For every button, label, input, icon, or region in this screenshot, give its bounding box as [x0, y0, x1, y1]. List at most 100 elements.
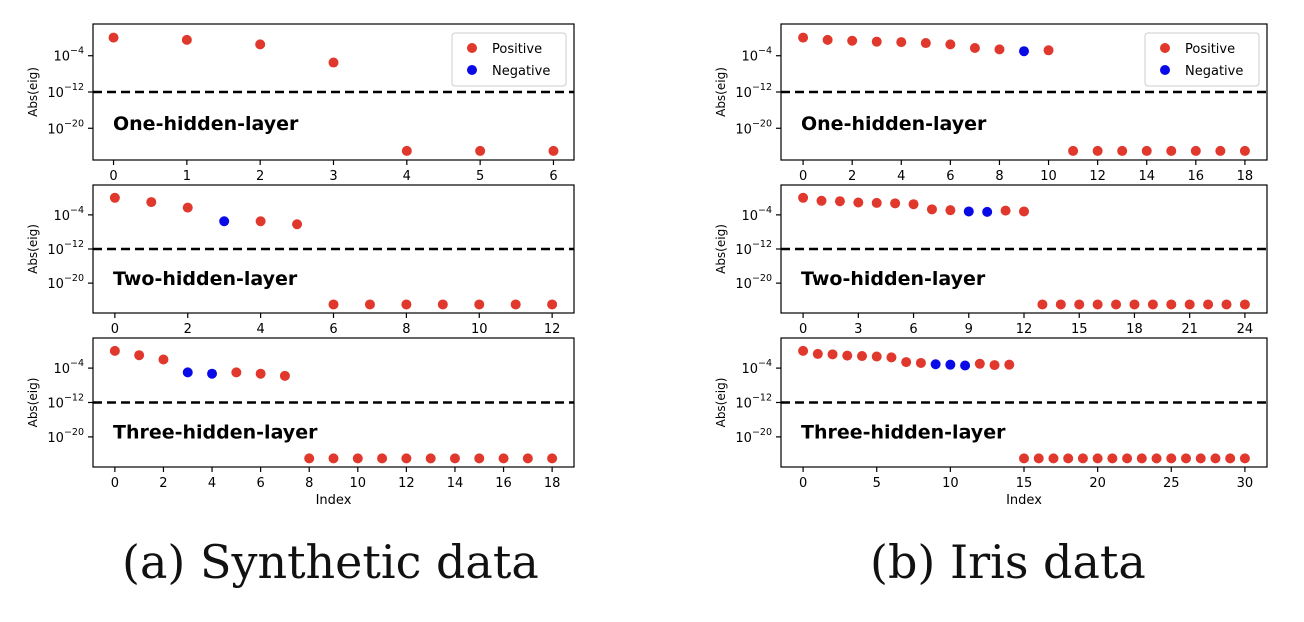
x-tick-label: 6	[329, 322, 337, 337]
point-positive-26	[1181, 453, 1191, 464]
legend-marker-positive	[467, 43, 477, 53]
point-positive-0	[109, 192, 120, 203]
x-tick-label: 5	[476, 169, 484, 184]
y-tick-label: 10−4	[741, 205, 772, 224]
y-tick-label: 10−4	[53, 205, 84, 224]
point-positive-4	[871, 197, 882, 208]
x-tick-label: 2	[256, 169, 264, 184]
point-positive-7	[969, 43, 980, 54]
point-positive-20	[1166, 299, 1177, 310]
point-positive-11	[377, 453, 388, 464]
x-tick-label: 0	[109, 169, 117, 184]
point-positive-9	[328, 453, 339, 464]
point-negative-10	[945, 359, 956, 370]
y-tick-label: 10−12	[47, 239, 84, 258]
point-positive-16	[1092, 299, 1103, 310]
point-positive-15	[1166, 145, 1177, 156]
point-positive-11	[510, 299, 521, 310]
subplot-title: One-hidden-layer	[113, 113, 299, 135]
point-positive-5	[231, 367, 242, 378]
subplot-b-1: 0 2 4 6 8 10 12 14 16 18 10−4 10−12 10−20 Abs(eig) One…	[714, 23, 1268, 184]
x-tick-label: 2	[848, 169, 856, 184]
x-tick-label: 3	[329, 169, 337, 184]
caption-synthetic: (a) Synthetic data	[122, 535, 539, 589]
point-positive-5	[890, 198, 901, 209]
point-positive-10	[352, 453, 363, 464]
x-tick-label: 24	[1237, 322, 1254, 337]
legend-label-positive: Positive	[1185, 42, 1235, 57]
point-positive-0	[798, 192, 809, 203]
subplot-title: Three-hidden-layer	[801, 422, 1006, 444]
point-positive-1	[822, 34, 833, 45]
subplot-title: Three-hidden-layer	[113, 422, 318, 444]
point-positive-0	[798, 345, 809, 356]
y-tick-label: 10−4	[53, 46, 84, 65]
x-tick-label: 12	[1016, 322, 1033, 337]
point-positive-5	[871, 351, 882, 362]
point-negative-9	[963, 206, 974, 217]
point-positive-0	[108, 32, 119, 43]
point-positive-13	[1117, 145, 1128, 156]
point-positive-15	[1074, 299, 1085, 310]
point-positive-2	[834, 196, 845, 207]
point-positive-0	[109, 345, 120, 356]
point-positive-30	[1239, 453, 1250, 464]
x-tick-label: 14	[1138, 169, 1155, 184]
point-positive-13	[989, 360, 1000, 371]
y-axis-label: Abs(eig)	[714, 67, 728, 117]
y-axis-label: Abs(eig)	[714, 224, 728, 274]
point-positive-22	[1122, 453, 1133, 464]
point-negative-11	[960, 360, 971, 371]
point-positive-10	[474, 299, 485, 310]
x-tick-label: 6	[946, 169, 954, 184]
point-positive-5	[920, 38, 931, 49]
x-tick-label: 0	[111, 476, 119, 491]
x-tick-label: 1	[183, 169, 191, 184]
legend-marker-negative	[467, 65, 477, 75]
legend-label-negative: Negative	[492, 64, 550, 79]
point-positive-2	[158, 354, 169, 365]
x-tick-label: 3	[854, 322, 862, 337]
point-positive-12	[1019, 206, 1029, 217]
point-positive-17	[1048, 453, 1059, 464]
legend-box	[451, 32, 567, 87]
point-positive-8	[945, 205, 956, 216]
x-tick-label: 8	[995, 169, 1003, 184]
x-tick-label: 30	[1237, 476, 1254, 491]
point-positive-8	[994, 44, 1005, 55]
y-axis-label: Abs(eig)	[26, 378, 40, 428]
point-positive-13	[1037, 299, 1048, 310]
x-tick-label: 6	[549, 169, 557, 184]
point-positive-7	[901, 357, 912, 368]
point-positive-20	[1092, 453, 1103, 464]
point-positive-1	[146, 197, 157, 208]
y-tick-label: 10−12	[735, 239, 772, 258]
x-tick-label: 0	[111, 322, 119, 337]
x-tick-label: 18	[1237, 169, 1254, 184]
point-positive-7	[279, 370, 290, 381]
point-positive-23	[1221, 299, 1232, 310]
point-positive-21	[1184, 299, 1195, 310]
point-negative-3	[219, 216, 230, 227]
point-positive-6	[328, 299, 339, 310]
point-positive-24	[1151, 453, 1162, 464]
point-positive-17	[522, 453, 533, 464]
point-positive-14	[1055, 299, 1066, 310]
point-positive-14	[449, 453, 460, 464]
y-tick-label: 10−12	[735, 82, 772, 101]
subplot-title: Two-hidden-layer	[113, 268, 298, 290]
point-positive-16	[1190, 145, 1201, 156]
point-positive-29	[1225, 453, 1236, 464]
x-tick-label: 10	[471, 322, 488, 337]
subplot-b-3: 0 5 10 15 20 25 30 10−4 10−12 10−20 Abs(eig) Three-…	[714, 337, 1268, 508]
y-tick-label: 10−4	[741, 46, 772, 65]
y-tick-label: 10−12	[735, 393, 772, 412]
x-tick-label: 6	[256, 476, 264, 491]
point-positive-3	[842, 350, 853, 361]
point-positive-27	[1195, 453, 1206, 464]
y-tick-label: 10−20	[47, 273, 84, 292]
point-positive-17	[1215, 145, 1226, 156]
x-tick-label: 12	[1089, 169, 1106, 184]
point-positive-15	[1019, 453, 1029, 464]
